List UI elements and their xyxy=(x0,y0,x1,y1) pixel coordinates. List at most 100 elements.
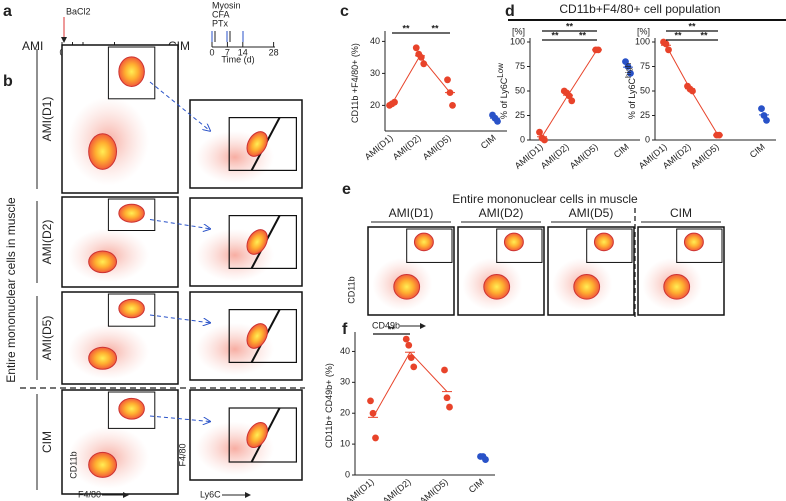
dot xyxy=(405,341,413,349)
x-tick-label: CIM xyxy=(467,477,486,495)
bracket-label: ** xyxy=(688,21,696,31)
bracket-label: ** xyxy=(566,21,574,31)
y-tick-label: 100 xyxy=(635,36,650,46)
population xyxy=(118,56,145,87)
timeline-tick-label: 14 xyxy=(238,47,248,57)
mean-line xyxy=(409,351,448,392)
y-tick-label: 50 xyxy=(640,85,650,95)
y-tick-label: 50 xyxy=(515,85,525,95)
timeline-axis-label: Time (d) xyxy=(221,54,254,64)
axis-label: CD49b xyxy=(372,320,400,330)
population xyxy=(393,274,421,300)
dot xyxy=(494,118,501,125)
population xyxy=(683,232,704,252)
dot xyxy=(446,403,453,411)
y-tick-label: 40 xyxy=(370,36,380,46)
population xyxy=(118,397,145,420)
y-axis-label-text: CD11b +F4/80+ (%) xyxy=(350,43,360,123)
x-tick-label: AMI(D1) xyxy=(344,477,376,501)
bracket-label: ** xyxy=(579,30,587,40)
gate xyxy=(228,309,297,364)
x-tick-label: AMI(D1) xyxy=(513,142,545,171)
x-tick-label: CIM xyxy=(612,142,631,160)
gate-link xyxy=(149,314,210,323)
axis-label: Ly6C xyxy=(200,489,221,499)
mean-line xyxy=(567,49,598,96)
y-tick-label: 100 xyxy=(510,36,525,46)
gate xyxy=(107,46,156,100)
panel-label: b xyxy=(3,73,13,90)
dot xyxy=(536,128,543,136)
y-tick-label: 75 xyxy=(640,61,650,71)
bracket-label: ** xyxy=(674,30,682,40)
population xyxy=(246,229,268,255)
axis-label: F4/80 xyxy=(177,443,187,466)
treatment: Myosin xyxy=(212,0,241,10)
dot xyxy=(367,397,374,405)
dot xyxy=(412,44,420,52)
treatment: PTx xyxy=(212,18,229,28)
y-tick-label: 20 xyxy=(340,408,350,418)
row-label: AMI(D2) xyxy=(40,220,54,265)
bracket-label: ** xyxy=(388,324,396,334)
row-label: CIM xyxy=(40,431,54,453)
y-tick-label: 75 xyxy=(515,61,525,71)
axis-label: CD11b xyxy=(68,451,78,478)
population xyxy=(88,451,118,478)
mean-line xyxy=(372,351,411,418)
column-label: AMI(D1) xyxy=(389,206,434,220)
gate xyxy=(107,293,156,327)
gate xyxy=(586,228,633,263)
unit-label: [%] xyxy=(512,26,525,36)
population xyxy=(663,274,691,300)
dot xyxy=(624,63,632,70)
dot xyxy=(410,363,418,371)
dot xyxy=(391,98,398,106)
treatment: CFA xyxy=(212,9,230,19)
dot xyxy=(665,46,672,54)
panel-title: Entire mononuclear cells in muscle xyxy=(4,197,18,383)
y-tick-label: 25 xyxy=(515,110,525,120)
timeline-label: AMI xyxy=(22,39,43,53)
treatment: BaCl2 xyxy=(66,6,91,16)
gate-link xyxy=(149,219,210,229)
population xyxy=(483,274,511,300)
gate-link xyxy=(149,81,210,131)
y-axis-label: CD11b +F4/80+ (%) xyxy=(350,43,360,123)
gate xyxy=(676,228,723,263)
panel-label: e xyxy=(342,181,351,198)
column-label: AMI(D2) xyxy=(479,206,524,220)
y-axis-label-text: CD11b+ CD49b+ (%) xyxy=(324,363,334,448)
row-label: AMI(D5) xyxy=(40,316,54,361)
dot xyxy=(446,89,454,96)
y-tick-label: 20 xyxy=(370,100,380,110)
mean-line xyxy=(541,94,569,137)
dot xyxy=(763,117,770,124)
y-axis-label: CD11b+ CD49b+ (%) xyxy=(324,363,334,448)
y-tick-label: 0 xyxy=(645,134,650,144)
column-label: CIM xyxy=(670,206,692,220)
dot xyxy=(662,40,670,48)
population xyxy=(88,250,118,274)
y-axis-label-text: % of Ly6C xyxy=(499,77,509,119)
y-tick-label: 0 xyxy=(345,469,350,479)
gate xyxy=(228,215,297,270)
dot xyxy=(627,69,634,77)
x-tick-label: AMI(D2) xyxy=(539,142,571,171)
bracket-label: ** xyxy=(402,23,410,33)
population xyxy=(246,421,268,449)
y-axis-label-sup: high xyxy=(624,63,633,78)
population xyxy=(118,203,145,223)
panel-label: c xyxy=(340,3,349,20)
y-tick-label: 25 xyxy=(640,110,650,120)
x-tick-label: CIM xyxy=(748,142,767,160)
bracket-label: ** xyxy=(431,23,439,33)
x-tick-label: AMI(D5) xyxy=(418,477,450,501)
timeline-tick-label: 0 xyxy=(209,47,214,57)
dot xyxy=(441,366,448,374)
gate xyxy=(406,228,453,263)
panel-label: a xyxy=(3,3,12,20)
content: abcdefAMI0125Time (d)BaCl2CIM071428Time … xyxy=(3,0,786,501)
population xyxy=(413,232,434,252)
